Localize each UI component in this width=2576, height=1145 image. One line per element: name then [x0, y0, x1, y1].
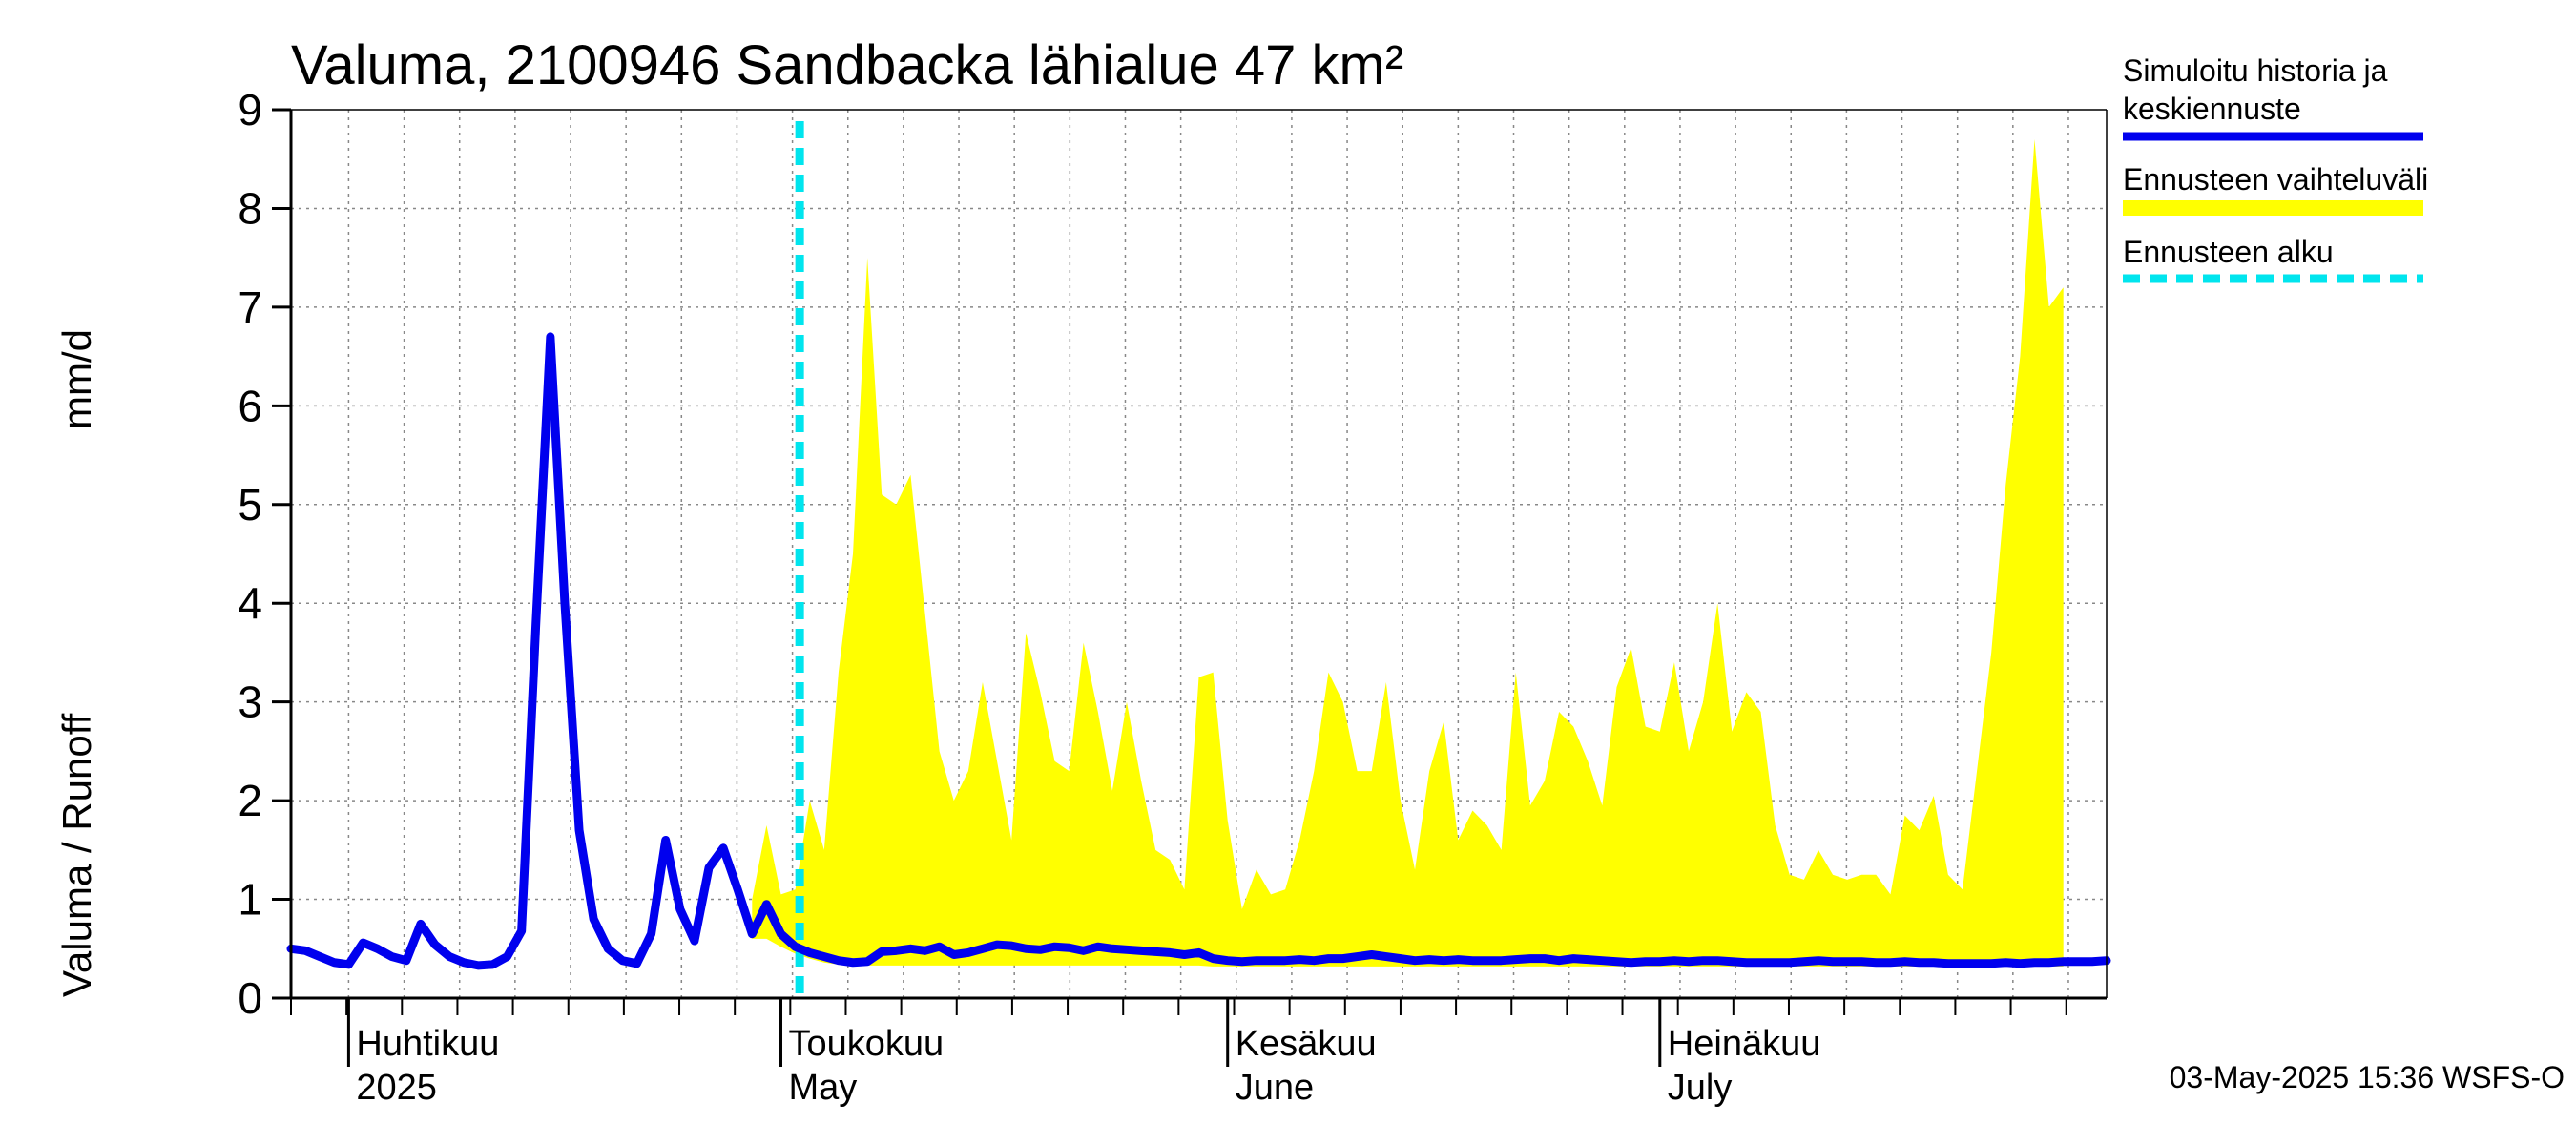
y-tick-label: 4: [238, 578, 262, 628]
month-label: Kesäkuu: [1236, 1024, 1377, 1064]
legend-range-label: Ennusteen vaihteluväli: [2123, 162, 2428, 197]
month-label-secondary: May: [789, 1068, 858, 1108]
chart-title: Valuma, 2100946 Sandbacka lähialue 47 km…: [291, 34, 1403, 96]
y-axis-label-left: Valuma / Runoff: [54, 713, 99, 997]
month-label-secondary: July: [1668, 1068, 1733, 1108]
y-tick-label: 1: [238, 875, 262, 925]
y-tick-label: 3: [238, 677, 262, 727]
month-label: Heinäkuu: [1668, 1024, 1821, 1064]
y-tick-labels: 0 1 2 3 4 5 6 7 8 9: [238, 85, 262, 1023]
y-tick-label: 7: [238, 282, 262, 332]
y-tick-label: 2: [238, 776, 262, 825]
y-tick-label: 5: [238, 480, 262, 530]
month-label-secondary: June: [1236, 1068, 1314, 1108]
month-label: Toukokuu: [789, 1024, 945, 1064]
forecast-range-layer: [752, 139, 2064, 967]
legend-simulated-label-1: Simuloitu historia ja: [2123, 53, 2388, 88]
axes: [272, 108, 2108, 1067]
footer-timestamp: 03-May-2025 15:36 WSFS-O: [2170, 1060, 2565, 1094]
y-tick-label: 9: [238, 85, 262, 135]
month-label-secondary: 2025: [356, 1068, 437, 1108]
legend-simulated-label-2: keskiennuste: [2123, 92, 2301, 126]
y-tick-label: 8: [238, 183, 262, 233]
simulated-line-layer: [286, 332, 2111, 970]
forecast-range-band: [752, 139, 2064, 967]
simulated-series-line: [286, 332, 2111, 970]
y-tick-label: 0: [238, 973, 262, 1023]
legend-forecast-start-label: Ennusteen alku: [2123, 235, 2334, 269]
y-axis-label-right: mm/d: [54, 329, 99, 429]
month-label: Huhtikuu: [356, 1024, 499, 1064]
y-tick-label: 6: [238, 381, 262, 430]
legend: Simuloitu historia ja keskiennuste Ennus…: [2123, 53, 2428, 283]
